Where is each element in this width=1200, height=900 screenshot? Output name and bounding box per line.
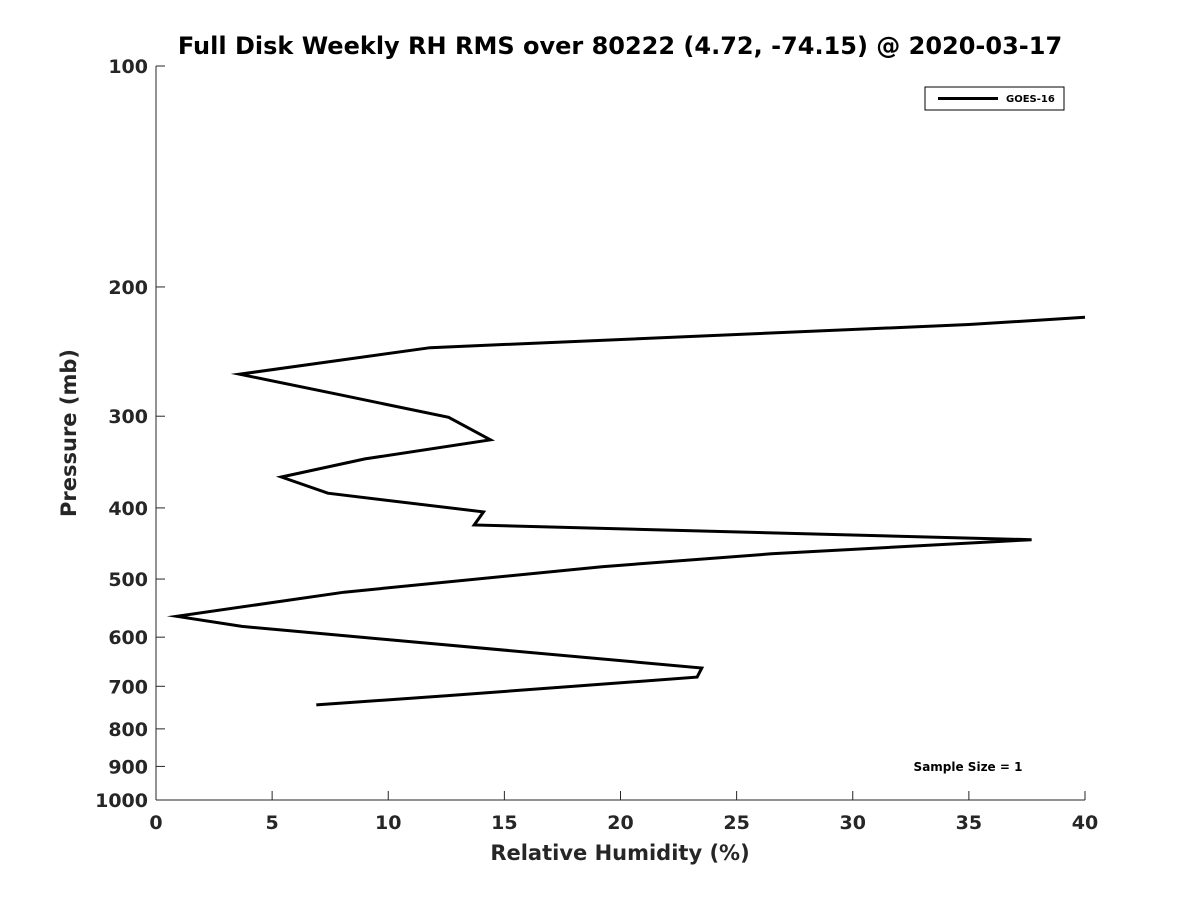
y-tick-label: 700 (108, 676, 148, 698)
y-tick-label: 400 (108, 498, 148, 520)
legend: GOES-16 (924, 86, 1065, 111)
x-tick-label: 10 (375, 812, 401, 834)
x-tick-label: 30 (840, 812, 866, 834)
chart-title: Full Disk Weekly RH RMS over 80222 (4.72… (178, 32, 1062, 60)
y-tick-label: 600 (108, 627, 148, 649)
x-tick-label: 15 (491, 812, 517, 834)
y-tick-label: 500 (108, 569, 148, 591)
y-tick-label: 200 (108, 277, 148, 299)
y-tick-label: 800 (108, 719, 148, 741)
x-tick-label: 40 (1072, 812, 1098, 834)
y-tick-label: 300 (108, 406, 148, 428)
x-axis-label: Relative Humidity (%) (490, 841, 749, 865)
x-axis-ticks: 0 5 10 15 20 25 30 35 40 (149, 791, 1098, 834)
series-line-goes-16 (166, 315, 1086, 707)
x-tick-label: 20 (607, 812, 633, 834)
y-axis-label: Pressure (mb) (57, 349, 81, 517)
y-axis-ticks: 100 200 300 400 500 600 700 800 900 1000 (95, 56, 165, 812)
x-tick-label: 5 (266, 812, 279, 834)
y-tick-label: 1000 (95, 790, 148, 812)
series-layer (166, 315, 1086, 707)
x-tick-label: 35 (956, 812, 982, 834)
sample-size-annotation: Sample Size = 1 (914, 760, 1023, 774)
y-tick-label: 900 (108, 756, 148, 778)
legend-entry-goes-16: GOES-16 (1006, 94, 1055, 105)
x-tick-label: 25 (723, 812, 749, 834)
x-tick-label: 0 (149, 812, 162, 834)
y-tick-label: 100 (108, 56, 148, 78)
